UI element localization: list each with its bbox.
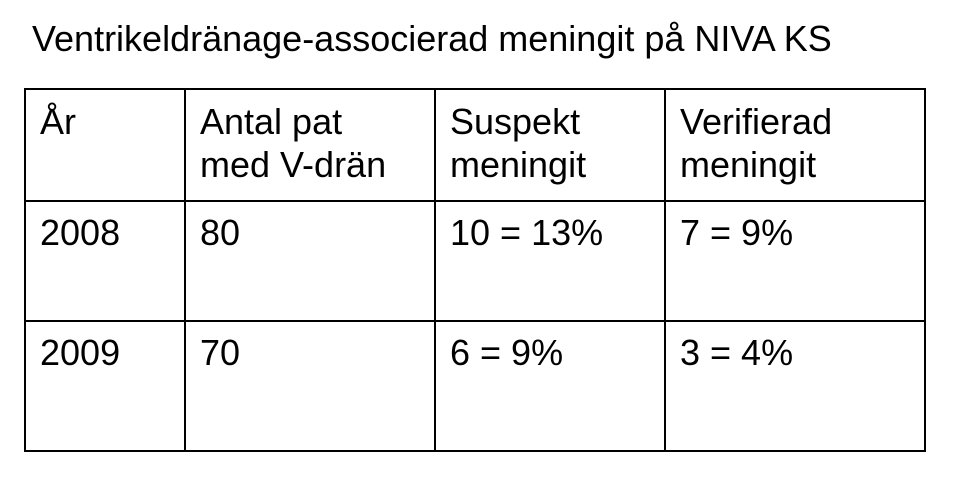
col-header-count: Antal pat med V-drän (185, 89, 435, 201)
col-header-year: År (25, 89, 185, 201)
cell-count: 80 (185, 201, 435, 321)
col-header-verified-line1: Verifierad (680, 101, 832, 142)
page: Ventrikeldränage-associerad meningit på … (0, 0, 960, 500)
cell-suspect: 6 = 9% (435, 321, 665, 451)
col-header-suspect-line1: Suspekt (450, 101, 580, 142)
col-header-count-line1: Antal pat (200, 101, 342, 142)
table-row: 2008 80 10 = 13% 7 = 9% (25, 201, 925, 321)
data-table: År Antal pat med V-drän Suspekt meningit… (24, 88, 926, 452)
cell-year: 2009 (25, 321, 185, 451)
col-header-count-line2: med V-drän (200, 143, 420, 186)
col-header-verified-line2: meningit (680, 143, 910, 186)
cell-suspect: 10 = 13% (435, 201, 665, 321)
table-header: År Antal pat med V-drän Suspekt meningit… (25, 89, 925, 201)
cell-count: 70 (185, 321, 435, 451)
col-header-verified: Verifierad meningit (665, 89, 925, 201)
page-title: Ventrikeldränage-associerad meningit på … (32, 18, 936, 60)
table-body: 2008 80 10 = 13% 7 = 9% 2009 70 6 = 9% 3… (25, 201, 925, 451)
cell-verified: 7 = 9% (665, 201, 925, 321)
col-header-suspect: Suspekt meningit (435, 89, 665, 201)
col-header-suspect-line2: meningit (450, 143, 650, 186)
table-row: 2009 70 6 = 9% 3 = 4% (25, 321, 925, 451)
cell-verified: 3 = 4% (665, 321, 925, 451)
table-header-row: År Antal pat med V-drän Suspekt meningit… (25, 89, 925, 201)
cell-year: 2008 (25, 201, 185, 321)
col-header-year-line1: År (40, 101, 76, 142)
